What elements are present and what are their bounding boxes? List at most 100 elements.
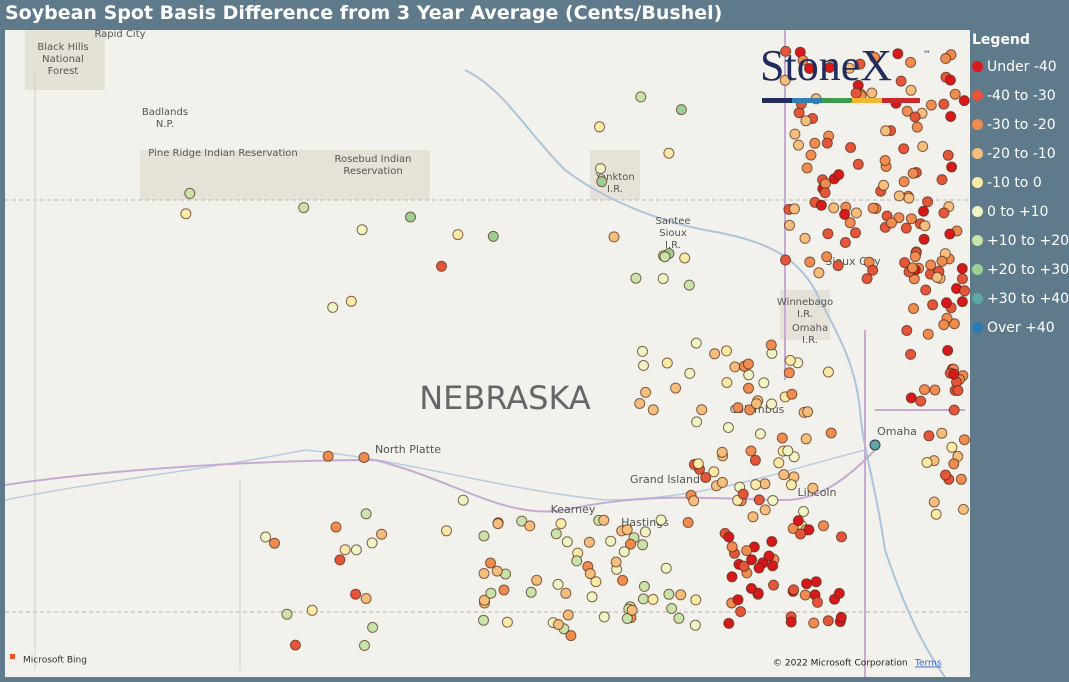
site-marker	[901, 105, 913, 117]
site-marker	[625, 538, 636, 550]
site-marker	[867, 264, 879, 276]
site-marker	[478, 614, 489, 626]
site-marker	[812, 596, 823, 608]
site-marker	[789, 203, 800, 215]
site-marker	[807, 482, 819, 494]
title: Soybean Spot Basis Difference from 3 Yea…	[5, 2, 723, 24]
site-marker	[785, 479, 797, 491]
site-marker	[948, 368, 960, 380]
site-marker	[776, 432, 788, 444]
legend-item[interactable]: +20 to +30	[972, 255, 1069, 284]
site-marker	[905, 348, 917, 360]
place-label: Black Hills	[37, 42, 88, 53]
legend-swatch	[972, 322, 983, 333]
site-marker	[931, 271, 943, 283]
site-marker	[818, 520, 829, 532]
site-marker	[550, 528, 562, 540]
legend-item[interactable]: -10 to 0	[972, 168, 1067, 197]
site-marker	[330, 521, 342, 533]
site-marker	[594, 121, 605, 133]
site-marker	[936, 174, 948, 186]
site-marker	[655, 514, 667, 526]
site-marker	[899, 257, 911, 269]
site-marker	[918, 205, 929, 217]
site-marker	[907, 167, 919, 179]
site-marker	[749, 454, 761, 466]
site-marker	[327, 301, 339, 313]
site-marker	[936, 427, 948, 439]
site-marker	[898, 143, 910, 155]
site-marker	[927, 299, 939, 311]
site-marker	[298, 202, 310, 214]
site-marker	[804, 256, 816, 268]
site-marker	[766, 398, 778, 410]
site-marker	[735, 606, 747, 618]
legend-item[interactable]: Under -40	[972, 52, 1067, 81]
site-marker	[828, 202, 840, 214]
site-marker	[956, 273, 968, 285]
site-marker	[634, 398, 646, 409]
site-marker	[946, 441, 958, 453]
site-marker	[700, 472, 712, 483]
site-marker	[929, 384, 941, 396]
site-marker	[635, 91, 647, 103]
legend-item[interactable]: -40 to -30	[972, 81, 1067, 110]
site-marker	[942, 345, 954, 356]
place-label: I.R.	[607, 184, 623, 195]
legend: Legend Under -40 -40 to -30 -30 to -20 -20 …	[972, 32, 1069, 342]
legend-item[interactable]: +30 to +40	[972, 284, 1069, 313]
legend-swatch	[972, 206, 983, 217]
site-marker	[742, 358, 754, 370]
logo-mark: ™	[923, 50, 931, 59]
site-marker	[583, 536, 595, 548]
map-background	[5, 30, 970, 677]
place-label: Omaha	[877, 425, 917, 438]
site-marker	[852, 158, 864, 170]
site-marker	[367, 621, 379, 633]
site-marker	[639, 526, 651, 538]
site-marker	[491, 565, 503, 577]
site-marker	[815, 199, 827, 211]
site-marker	[358, 452, 370, 463]
site-marker	[956, 296, 968, 308]
legend-item[interactable]: +10 to +20	[972, 226, 1069, 255]
site-marker	[922, 196, 934, 208]
site-marker	[487, 230, 499, 242]
site-marker	[747, 511, 759, 523]
site-marker	[679, 252, 691, 264]
bing-attribution: Microsoft Bing	[23, 656, 87, 666]
copyright: © 2022 Microsoft Corporation	[773, 659, 908, 669]
site-marker	[689, 619, 701, 631]
legend-item[interactable]: -20 to -10	[972, 139, 1067, 168]
site-marker	[746, 554, 758, 566]
site-marker	[322, 450, 334, 462]
site-marker	[586, 591, 598, 603]
site-marker	[793, 139, 804, 151]
site-marker	[813, 267, 825, 279]
terms-link[interactable]: Terms	[914, 659, 942, 669]
site-marker	[921, 457, 933, 468]
legend-item[interactable]: -30 to -20	[972, 110, 1067, 139]
site-marker	[784, 219, 795, 231]
site-marker	[908, 303, 919, 314]
site-marker	[844, 217, 856, 229]
river	[464, 69, 946, 677]
site-marker	[376, 528, 387, 540]
site-marker	[732, 594, 744, 606]
site-marker	[492, 518, 504, 530]
site-marker	[744, 404, 756, 416]
place-label: Lincoln	[798, 486, 837, 499]
site-marker	[880, 125, 892, 137]
legend-swatch	[972, 235, 983, 246]
site-marker	[682, 517, 694, 528]
legend-item[interactable]: 0 to +10	[972, 197, 1067, 226]
site-marker	[940, 53, 952, 64]
site-marker	[260, 531, 272, 543]
site-marker	[708, 466, 720, 478]
site-marker	[928, 496, 940, 508]
legend-item[interactable]: Over +40	[972, 313, 1067, 342]
site-marker	[180, 208, 192, 220]
place-label: Badlands	[142, 107, 188, 118]
county-line	[34, 70, 241, 670]
